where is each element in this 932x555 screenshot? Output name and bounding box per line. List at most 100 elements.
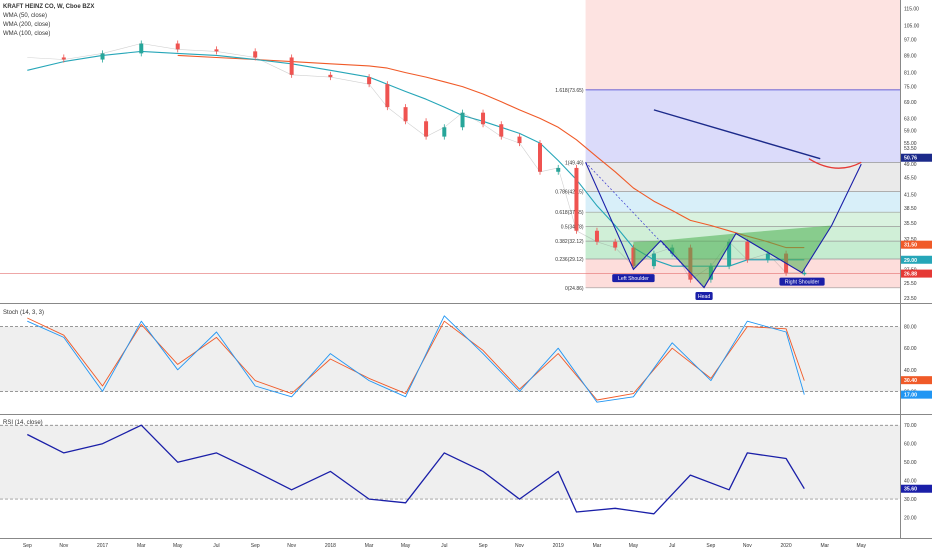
candle-body <box>652 254 656 267</box>
price-tick-label: 97.00 <box>904 38 917 44</box>
price-tick-label: 63.00 <box>904 116 917 122</box>
fib-level-label: 0.236(29.12) <box>555 257 584 263</box>
price-tick-label: 75.00 <box>904 85 917 91</box>
rsi-tick-label: 40.00 <box>904 479 917 485</box>
time-tick-label: Nov <box>287 543 296 549</box>
time-tick-label: Mar <box>137 543 146 549</box>
time-tick-label: Mar <box>365 543 374 549</box>
time-tick-label: Jul <box>213 543 219 549</box>
candle-body <box>367 77 371 84</box>
candle-body <box>404 107 408 121</box>
price-tick-label: 89.00 <box>904 53 917 59</box>
candle-body <box>595 231 599 242</box>
rsi-tag: 35.60 <box>904 487 917 493</box>
wma-50-label: WMA (50, close) <box>3 12 94 21</box>
stoch-tick-label: 80.00 <box>904 325 917 331</box>
time-tick-label: 2019 <box>553 543 564 549</box>
time-tick-label: May <box>629 543 639 549</box>
price-tick-label: 115.00 <box>904 7 919 13</box>
candle-body <box>176 44 180 50</box>
time-tick-label: Sep <box>23 543 32 549</box>
candle-body <box>290 57 294 74</box>
time-tick-label: Mar <box>593 543 602 549</box>
fib-level-label: 1(49.46) <box>565 160 584 166</box>
price-tag: 29.00 <box>904 258 917 264</box>
price-tick-label: 23.50 <box>904 296 917 302</box>
stoch-tick-label: 60.00 <box>904 346 917 352</box>
fib-level-label: 0.618(37.65) <box>555 210 584 216</box>
rsi-tick-label: 70.00 <box>904 423 917 429</box>
candle-body <box>499 124 503 136</box>
candle-body <box>101 53 105 59</box>
candle-body <box>442 127 446 136</box>
fib-level-label: 0.382(32.12) <box>555 239 584 245</box>
right-shoulder-label: Right Shoulder <box>785 280 820 286</box>
head-label: Head <box>698 294 711 300</box>
fib-zone-1618 <box>586 90 900 163</box>
candle-body <box>424 121 428 136</box>
candle-body <box>139 44 143 54</box>
stoch-band <box>0 327 900 392</box>
price-tag: 50.76 <box>904 156 917 162</box>
stoch-tag: 17.00 <box>904 393 917 399</box>
price-tick-label: 105.00 <box>904 23 920 29</box>
price-tick-label: 69.00 <box>904 100 917 106</box>
wma-100-label: WMA (100, close) <box>3 30 94 39</box>
time-tick-label: May <box>173 543 183 549</box>
fib-level-label: 0.786(42.15) <box>555 190 584 196</box>
fib-zone <box>586 212 900 226</box>
projection-zone-top <box>586 0 900 90</box>
stoch-tag: 30.40 <box>904 378 917 384</box>
wma-200-label: WMA (200, close) <box>3 21 94 30</box>
candle-body <box>385 84 389 107</box>
time-tick-label: Sep <box>251 543 260 549</box>
symbol-title: KRAFT HEINZ CO, W, Cboe BZX <box>3 3 94 12</box>
rsi-title: RSI (14, close) <box>3 419 43 428</box>
candle-body <box>517 137 521 144</box>
fib-zone <box>586 192 900 213</box>
candle-body <box>613 242 617 248</box>
fib-level-label: 1.618(73.65) <box>555 88 584 94</box>
rsi-tick-label: 20.00 <box>904 516 917 522</box>
price-tick-label: 38.50 <box>904 206 917 212</box>
candle-body <box>481 113 485 125</box>
price-tag: 31.50 <box>904 243 917 249</box>
fib-level-label: 0(24.86) <box>565 286 584 292</box>
price-tick-label: 41.50 <box>904 192 917 198</box>
stoch-tick-label: 40.00 <box>904 368 917 374</box>
price-tick-label: 25.50 <box>904 281 917 287</box>
candle-body <box>538 143 542 172</box>
price-tick-label: 45.50 <box>904 176 917 182</box>
fib-level-label: 0.5(34.78) <box>561 225 584 231</box>
candle-body <box>461 113 465 128</box>
rsi-legend: RSI (14, close) <box>3 419 43 428</box>
price-tick-label: 53.50 <box>904 146 917 152</box>
rsi-tick-label: 30.00 <box>904 497 917 503</box>
rsi-tick-label: 50.00 <box>904 460 917 466</box>
time-tick-label: 2018 <box>325 543 336 549</box>
stoch-title: Stoch (14, 3, 3) <box>3 309 44 318</box>
time-tick-label: Jul <box>669 543 675 549</box>
time-tick-label: May <box>401 543 411 549</box>
rsi-band <box>0 425 900 499</box>
price-legend: KRAFT HEINZ CO, W, Cboe BZX WMA (50, clo… <box>3 3 94 39</box>
time-tick-label: 2020 <box>781 543 792 549</box>
time-tick-label: Nov <box>515 543 524 549</box>
candle-body <box>745 242 749 260</box>
price-tick-label: 81.00 <box>904 71 917 77</box>
time-tick-label: Sep <box>479 543 488 549</box>
time-tick-label: 2017 <box>97 543 108 549</box>
time-tick-label: Nov <box>743 543 752 549</box>
time-tick-label: Mar <box>820 543 829 549</box>
price-tick-label: 59.00 <box>904 128 917 134</box>
time-tick-label: Nov <box>59 543 68 549</box>
candle-body <box>766 254 770 260</box>
price-tag: 26.88 <box>904 272 917 278</box>
candle-body <box>253 51 257 57</box>
price-tick-label: 35.50 <box>904 221 917 227</box>
time-tick-label: May <box>857 543 867 549</box>
rsi-tick-label: 60.00 <box>904 442 917 448</box>
left-shoulder-label: Left Shoulder <box>618 276 649 282</box>
stoch-legend: Stoch (14, 3, 3) <box>3 309 44 318</box>
